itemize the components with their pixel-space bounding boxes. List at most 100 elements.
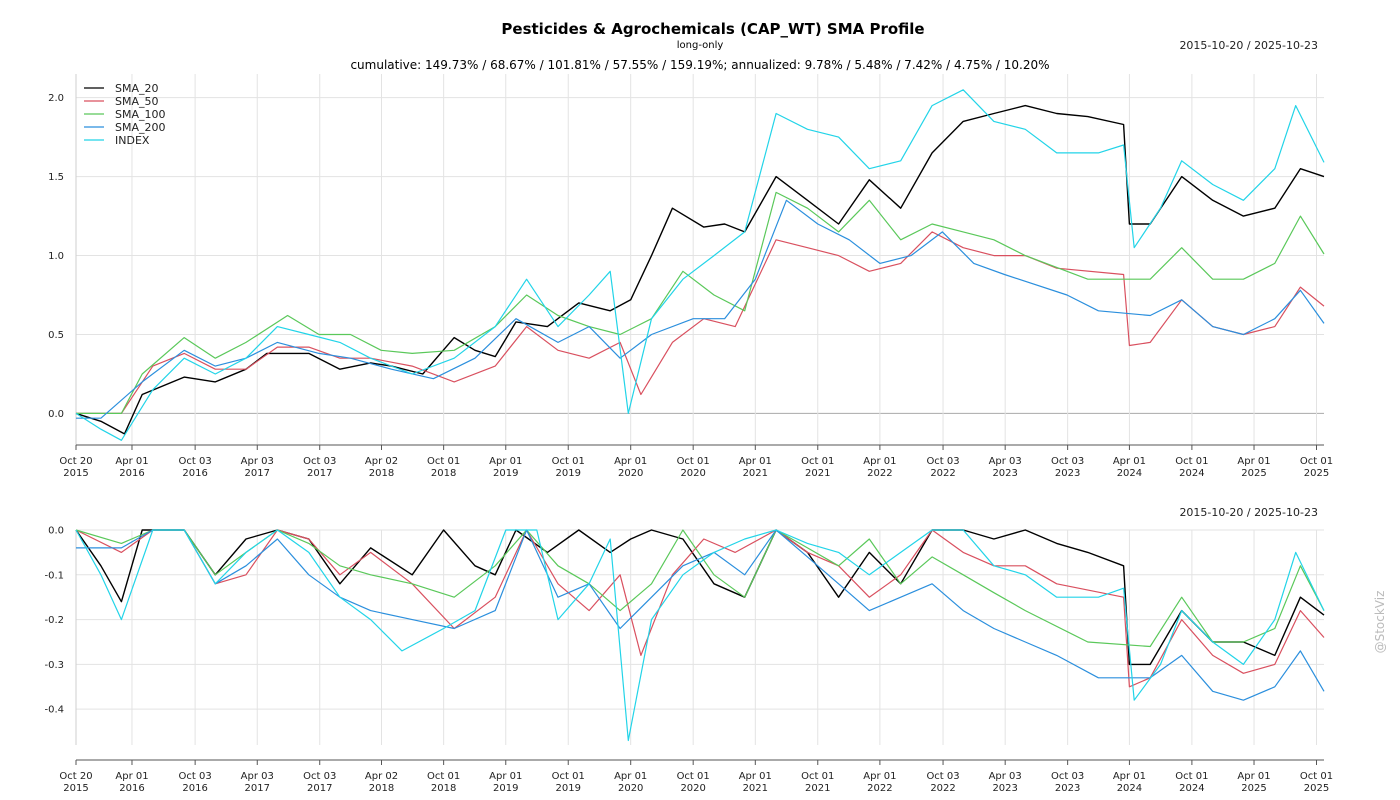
series-line-index: [75, 89, 1325, 441]
x-tick-label: Oct 03: [1051, 771, 1084, 782]
y-tick-label: -0.4: [44, 705, 64, 716]
x-tick-label: Apr 01: [863, 456, 896, 467]
x-tick-label: 2016: [182, 783, 207, 794]
x-tick-label: 2021: [743, 783, 768, 794]
x-tick-label: 2017: [307, 783, 332, 794]
x-tick-label: Apr 01: [739, 456, 772, 467]
x-tick-label: Apr 01: [1237, 771, 1270, 782]
date-range-top: 2015-10-20 / 2025-10-23: [1179, 39, 1318, 52]
y-tick-label: 2.0: [48, 93, 64, 104]
watermark: @StockViz: [1373, 591, 1387, 654]
x-tick-label: 2025: [1304, 468, 1329, 479]
x-tick-label: Apr 01: [863, 771, 896, 782]
x-tick-label: Oct 01: [677, 771, 710, 782]
x-tick-label: 2019: [556, 783, 581, 794]
x-tick-label: Oct 20: [59, 456, 92, 467]
x-tick-label: 2016: [119, 468, 144, 479]
x-tick-label: Apr 03: [241, 456, 274, 467]
x-tick-label: 2020: [618, 468, 643, 479]
x-tick-label: 2025: [1241, 783, 1266, 794]
x-tick-label: 2019: [493, 468, 518, 479]
x-tick-label: 2020: [618, 783, 643, 794]
x-tick-label: Oct 01: [1300, 456, 1333, 467]
x-tick-label: 2018: [369, 468, 394, 479]
x-tick-label: 2022: [867, 783, 892, 794]
x-tick-label: Oct 01: [1175, 456, 1208, 467]
x-tick-label: Apr 01: [489, 771, 522, 782]
x-tick-label: Apr 01: [1237, 456, 1270, 467]
y-tick-label: 1.5: [48, 172, 64, 183]
chart-title: Pesticides & Agrochemicals (CAP_WT) SMA …: [501, 20, 924, 38]
x-tick-label: 2025: [1304, 783, 1329, 794]
x-tick-label: 2021: [805, 783, 830, 794]
y-tick-label: 0.5: [48, 330, 64, 341]
series-line-sma-200: [76, 199, 1325, 419]
date-range-bottom: 2015-10-20 / 2025-10-23: [1179, 506, 1318, 519]
x-tick-label: Apr 01: [1113, 456, 1146, 467]
x-tick-label: Oct 01: [427, 771, 460, 782]
x-tick-label: 2021: [805, 468, 830, 479]
x-tick-label: Oct 01: [552, 456, 585, 467]
x-tick-label: Oct 01: [1300, 771, 1333, 782]
y-tick-label: 0.0: [48, 409, 64, 420]
x-tick-label: Oct 03: [303, 771, 336, 782]
x-tick-label: 2024: [1179, 783, 1204, 794]
x-tick-label: 2017: [245, 783, 270, 794]
series-line-index: [75, 529, 1325, 742]
x-tick-label: 2025: [1241, 468, 1266, 479]
x-tick-label: 2020: [680, 783, 705, 794]
x-tick-label: 2018: [369, 783, 394, 794]
x-tick-label: Oct 03: [303, 456, 336, 467]
x-tick-label: 2023: [992, 468, 1017, 479]
x-tick-label: 2023: [1055, 468, 1080, 479]
x-tick-label: 2017: [307, 468, 332, 479]
x-tick-label: 2015: [63, 783, 88, 794]
x-tick-label: 2017: [245, 468, 270, 479]
x-tick-label: Oct 03: [179, 771, 212, 782]
x-tick-label: Apr 01: [614, 771, 647, 782]
chart-stats: cumulative: 149.73% / 68.67% / 101.81% /…: [350, 58, 1049, 72]
series-line-sma-50: [75, 529, 1325, 688]
x-tick-label: Apr 01: [489, 456, 522, 467]
x-tick-label: 2016: [119, 783, 144, 794]
x-tick-label: 2022: [930, 468, 955, 479]
x-tick-label: 2024: [1117, 468, 1142, 479]
legend-label: SMA_20: [115, 82, 159, 95]
x-tick-label: 2022: [930, 783, 955, 794]
y-tick-label: -0.1: [44, 570, 64, 581]
legend-label: SMA_200: [115, 121, 166, 134]
x-tick-label: Oct 03: [926, 456, 959, 467]
x-tick-label: Apr 01: [1113, 771, 1146, 782]
series-line-sma-100: [76, 191, 1325, 414]
y-tick-label: -0.2: [44, 615, 64, 626]
y-tick-label: 1.0: [48, 251, 64, 262]
series-line-sma-20: [75, 104, 1325, 435]
legend-label: SMA_50: [115, 95, 159, 108]
x-tick-label: Apr 01: [739, 771, 772, 782]
legend-label: INDEX: [115, 134, 150, 147]
x-tick-label: 2016: [182, 468, 207, 479]
x-tick-label: Apr 01: [614, 456, 647, 467]
x-tick-label: Apr 02: [365, 456, 398, 467]
x-tick-label: 2019: [556, 468, 581, 479]
x-tick-label: 2023: [992, 783, 1017, 794]
x-tick-label: 2021: [743, 468, 768, 479]
x-tick-label: 2024: [1179, 468, 1204, 479]
x-tick-label: Oct 03: [179, 456, 212, 467]
x-tick-label: 2018: [431, 468, 456, 479]
x-tick-label: 2019: [493, 783, 518, 794]
x-tick-label: Oct 01: [427, 456, 460, 467]
x-tick-label: Oct 01: [1175, 771, 1208, 782]
x-tick-label: Apr 03: [989, 771, 1022, 782]
y-tick-label: -0.3: [44, 660, 64, 671]
x-tick-label: Oct 01: [677, 456, 710, 467]
x-tick-label: Oct 01: [801, 456, 834, 467]
legend-label: SMA_100: [115, 108, 166, 121]
y-tick-label: 0.0: [48, 526, 64, 537]
x-tick-label: 2023: [1055, 783, 1080, 794]
x-tick-label: 2020: [680, 468, 705, 479]
